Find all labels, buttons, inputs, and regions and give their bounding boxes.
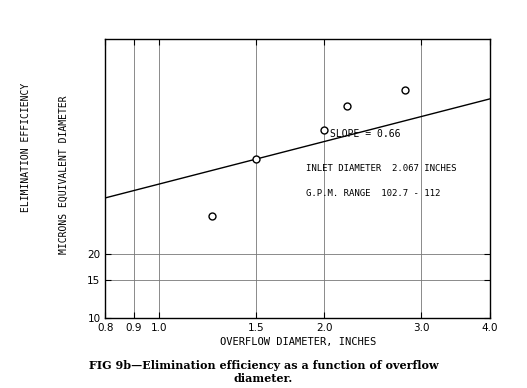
Text: FIG 9b—Elimination efficiency as a function of overflow
diameter.: FIG 9b—Elimination efficiency as a funct… (89, 360, 438, 384)
Text: SLOPE = 0.66: SLOPE = 0.66 (330, 130, 401, 139)
Text: G.P.M. RANGE  102.7 - 112: G.P.M. RANGE 102.7 - 112 (306, 189, 440, 198)
Text: MICRONS EQUIVALENT DIAMETER: MICRONS EQUIVALENT DIAMETER (58, 95, 68, 254)
Text: INLET DIAMETER  2.067 INCHES: INLET DIAMETER 2.067 INCHES (306, 165, 456, 173)
Text: ELIMINATION EFFICIENCY: ELIMINATION EFFICIENCY (22, 83, 31, 212)
X-axis label: OVERFLOW DIAMETER, INCHES: OVERFLOW DIAMETER, INCHES (220, 337, 376, 347)
